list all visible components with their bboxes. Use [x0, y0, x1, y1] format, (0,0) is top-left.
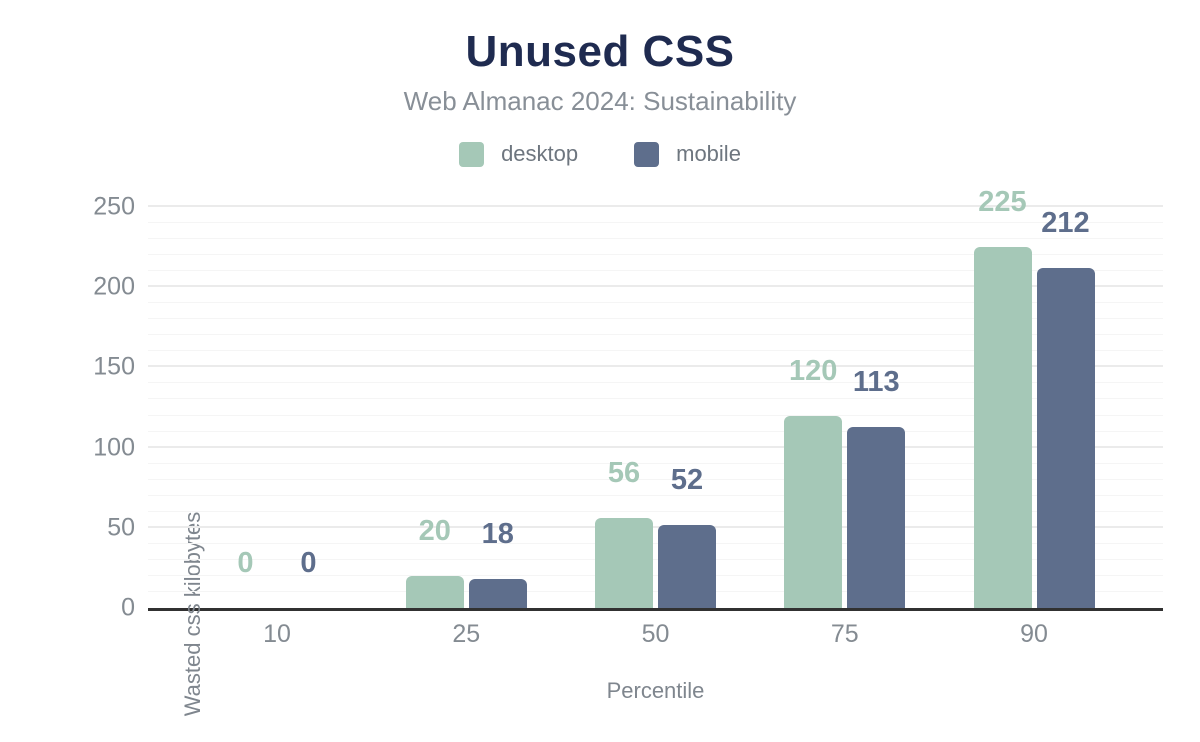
bar-value-label-desktop-p25: 20: [418, 514, 451, 547]
x-tick-label: 90: [1020, 620, 1048, 648]
bar-value-label-desktop-p90: 225: [978, 186, 1027, 219]
bar-value-label-mobile-p50: 52: [670, 463, 704, 496]
gridline: [148, 382, 1163, 384]
plot-area: Wasted css kilobytes 0 50 100 150 200 250 0 0 10…: [93, 188, 1163, 716]
gridline: [148, 462, 1163, 464]
bar-value-label-mobile-p90: 212: [1041, 206, 1090, 239]
chart-title: Unused CSS: [465, 27, 735, 76]
legend: desktop mobile: [0, 141, 1200, 167]
bar-desktop-p50: [595, 518, 653, 608]
legend-swatch-mobile-icon: [634, 141, 660, 167]
gridline: [148, 590, 1163, 592]
bar-mobile-p75: [847, 426, 906, 608]
gridline: [148, 558, 1163, 560]
y-tick-label: 200: [93, 272, 135, 301]
gridline: [148, 350, 1163, 352]
legend-label-mobile: mobile: [676, 141, 741, 166]
bar-value-label-mobile-p10: 0: [300, 547, 317, 579]
bar-value-label-desktop-p75: 120: [789, 354, 838, 387]
bar-value-label-mobile-p25: 18: [481, 518, 514, 551]
bar-value-label-desktop-p10: 0: [237, 547, 254, 579]
gridline: [148, 542, 1163, 544]
bar-mobile-p90: [1036, 267, 1095, 608]
x-tick-label: 10: [263, 620, 291, 648]
gridline: [148, 302, 1163, 304]
gridline: [148, 398, 1163, 400]
gridline: [148, 222, 1163, 224]
gridline: [148, 254, 1163, 256]
bar-value-label-mobile-p75: 113: [852, 365, 900, 398]
gridline: [148, 270, 1163, 272]
gridline: [148, 365, 1163, 368]
x-tick-label: 50: [641, 620, 670, 648]
x-axis-title: Percentile: [606, 678, 705, 703]
gridline: [148, 478, 1163, 480]
gridline: [148, 205, 1163, 207]
gridline: [148, 494, 1163, 496]
bar-desktop-p25: [405, 575, 464, 608]
gridline: [148, 334, 1163, 336]
legend-label-desktop: desktop: [501, 141, 579, 166]
bar-mobile-p25: [468, 579, 527, 608]
y-tick-label: 150: [93, 352, 135, 381]
x-tick-label: 75: [830, 620, 859, 648]
gridline: [148, 445, 1163, 448]
y-tick-label: 100: [93, 433, 135, 462]
gridline: [148, 414, 1163, 416]
legend-item-mobile: mobile: [634, 141, 741, 167]
y-tick-label: 250: [93, 192, 135, 221]
y-tick-label: 50: [107, 513, 135, 542]
gridline: [148, 318, 1163, 320]
x-tick-label: 25: [452, 620, 481, 648]
y-tick-label: 0: [121, 593, 135, 622]
bar-desktop-p90: [973, 247, 1032, 608]
gridline: [148, 525, 1163, 528]
legend-item-desktop: desktop: [459, 141, 578, 167]
chart-subtitle: Web Almanac 2024: Sustainability: [403, 86, 797, 116]
bar-desktop-p75: [784, 415, 843, 608]
gridline: [148, 510, 1163, 512]
gridline: [148, 574, 1163, 576]
gridline: [148, 238, 1163, 240]
bar-value-label-desktop-p50: 56: [607, 457, 641, 490]
gridline: [148, 285, 1163, 288]
gridline: [148, 430, 1163, 432]
legend-swatch-desktop-icon: [459, 141, 485, 167]
bar-mobile-p50: [658, 524, 716, 608]
